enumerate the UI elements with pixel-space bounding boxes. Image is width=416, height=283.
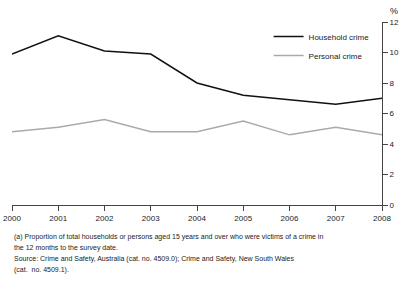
- svg-text:10: 10: [390, 48, 399, 57]
- svg-text:6: 6: [390, 109, 395, 118]
- svg-text:2005: 2005: [234, 214, 252, 223]
- svg-text:2001: 2001: [49, 214, 67, 223]
- svg-text:2002: 2002: [96, 214, 114, 223]
- svg-text:the 12 months to the survey da: the 12 months to the survey date.: [14, 244, 118, 252]
- svg-text:2003: 2003: [142, 214, 160, 223]
- svg-text:%: %: [390, 6, 398, 16]
- svg-text:2000: 2000: [3, 214, 21, 223]
- svg-text:Personal crime: Personal crime: [309, 52, 363, 61]
- svg-text:Household crime: Household crime: [309, 33, 370, 42]
- svg-text:2008: 2008: [373, 214, 391, 223]
- svg-text:Source: Crime and Safety, Aust: Source: Crime and Safety, Australia (cat…: [14, 255, 295, 263]
- svg-text:2: 2: [390, 170, 395, 179]
- svg-text:4: 4: [390, 140, 395, 149]
- svg-text:0: 0: [390, 201, 395, 210]
- svg-text:2004: 2004: [188, 214, 206, 223]
- svg-text:8: 8: [390, 79, 395, 88]
- svg-text:2007: 2007: [327, 214, 345, 223]
- svg-text:(a) Proportion of total househ: (a) Proportion of total households or pe…: [14, 233, 323, 241]
- svg-text:2006: 2006: [281, 214, 299, 223]
- svg-text:(cat. no. 4509.1).: (cat. no. 4509.1).: [14, 266, 69, 274]
- svg-text:12: 12: [390, 18, 399, 27]
